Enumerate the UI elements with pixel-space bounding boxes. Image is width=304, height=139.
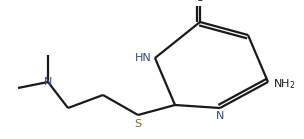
Text: O: O — [196, 0, 204, 3]
Text: N: N — [44, 77, 52, 87]
Text: HN: HN — [135, 53, 152, 63]
Text: S: S — [134, 119, 142, 129]
Text: NH$_2$: NH$_2$ — [273, 77, 295, 91]
Text: N: N — [216, 111, 224, 121]
